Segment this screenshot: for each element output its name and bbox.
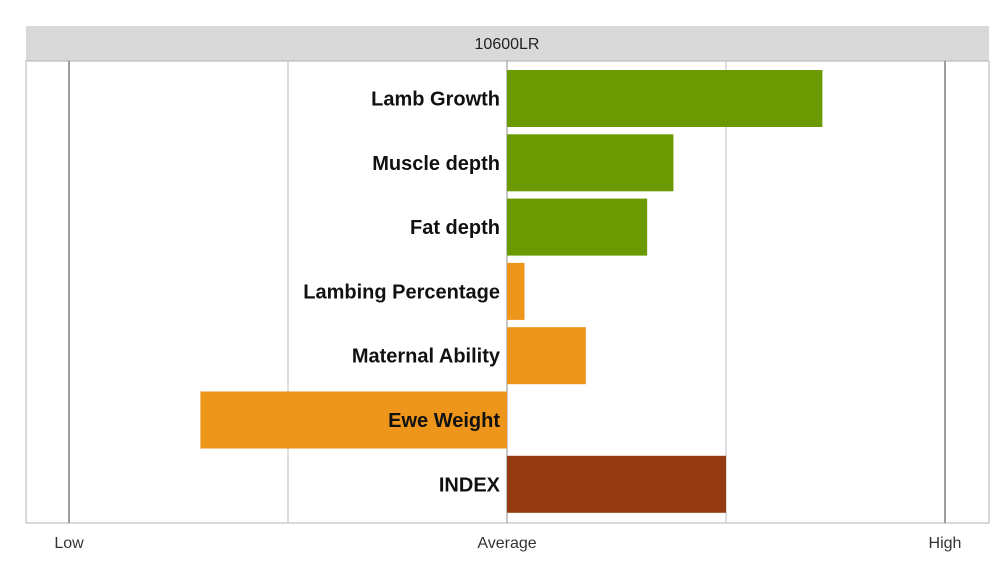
chart-title: 10600LR xyxy=(475,36,540,53)
x-tick-label-1: Average xyxy=(477,535,536,552)
category-label-5: Ewe Weight xyxy=(388,410,500,432)
x-tick-label-0: Low xyxy=(54,535,84,552)
category-label-4: Maternal Ability xyxy=(352,346,501,368)
bar-6 xyxy=(507,455,726,513)
bar-2 xyxy=(507,198,648,256)
category-label-0: Lamb Growth xyxy=(371,89,500,111)
x-tick-label-2: High xyxy=(929,535,962,552)
bar-0 xyxy=(507,70,823,127)
category-labels: Lamb Growth Muscle depth Fat depth Lambing … xyxy=(303,89,501,497)
bar-5 xyxy=(200,391,507,449)
category-label-3: Lambing Percentage xyxy=(303,281,500,303)
category-label-6: INDEX xyxy=(439,474,501,496)
x-axis-tick-labels: Low Average High xyxy=(54,535,961,552)
bar-3 xyxy=(507,262,525,320)
bars xyxy=(200,70,823,513)
category-label-1: Muscle depth xyxy=(372,153,500,175)
category-label-2: Fat depth xyxy=(410,217,500,239)
title-strip xyxy=(26,26,989,61)
bar-1 xyxy=(507,134,674,192)
bar-4 xyxy=(507,327,586,385)
